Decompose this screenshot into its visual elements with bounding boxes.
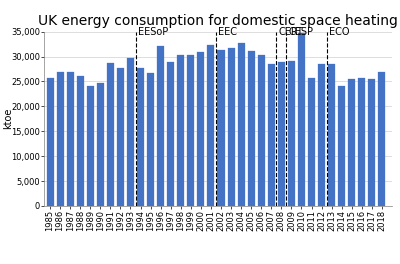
Bar <box>77 77 84 206</box>
Bar <box>97 83 104 206</box>
Bar <box>137 68 144 206</box>
Bar <box>318 64 325 206</box>
Bar <box>67 72 74 206</box>
Text: CESP: CESP <box>288 27 314 37</box>
Bar <box>208 45 214 206</box>
Bar <box>358 78 365 206</box>
Bar <box>107 63 114 206</box>
Bar <box>46 78 54 206</box>
Bar <box>187 55 194 206</box>
Bar <box>278 62 285 206</box>
Bar <box>268 64 275 206</box>
Bar <box>87 86 94 206</box>
Bar <box>218 50 224 206</box>
Text: EEC: EEC <box>218 27 237 37</box>
Bar <box>308 78 315 206</box>
Bar <box>228 48 234 206</box>
Y-axis label: ktoe: ktoe <box>3 108 13 129</box>
Bar <box>147 73 154 206</box>
Bar <box>338 86 345 206</box>
Text: ECO: ECO <box>329 27 349 37</box>
Bar <box>348 79 355 206</box>
Bar <box>167 62 174 206</box>
Bar <box>288 60 295 206</box>
Bar <box>328 64 335 206</box>
Bar <box>298 33 305 206</box>
Bar <box>378 72 386 206</box>
Title: UK energy consumption for domestic space heating: UK energy consumption for domestic space… <box>38 14 398 28</box>
Text: EESoP: EESoP <box>138 27 168 37</box>
Bar <box>238 43 245 206</box>
Text: CERT: CERT <box>278 27 303 37</box>
Bar <box>117 68 124 206</box>
Bar <box>368 79 376 206</box>
Bar <box>177 55 184 206</box>
Bar <box>157 46 164 206</box>
Bar <box>258 55 265 206</box>
Bar <box>56 72 64 206</box>
Bar <box>248 51 255 206</box>
Bar <box>197 51 204 206</box>
Bar <box>127 58 134 206</box>
